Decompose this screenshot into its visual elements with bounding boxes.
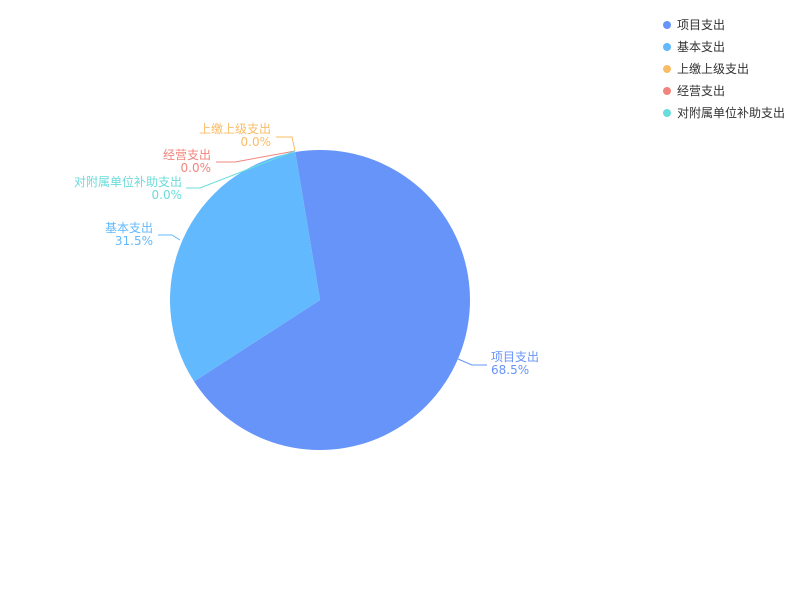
legend-marker[interactable] xyxy=(663,65,671,73)
leader-line xyxy=(457,358,487,366)
slice-label: 经营支出 xyxy=(163,148,211,162)
value-label: 0.0% xyxy=(152,188,183,202)
legend-label[interactable]: 项目支出 xyxy=(677,18,725,32)
legend-marker[interactable] xyxy=(663,21,671,29)
legend-label[interactable]: 对附属单位补助支出 xyxy=(677,105,785,120)
value-label: 31.5% xyxy=(115,234,153,248)
leader-line xyxy=(158,234,181,241)
leader-line xyxy=(186,150,296,189)
legend-marker[interactable] xyxy=(663,109,671,117)
value-label: 0.0% xyxy=(241,135,272,149)
legend-label[interactable]: 基本支出 xyxy=(677,40,725,54)
slice-label: 对附属单位补助支出 xyxy=(74,174,182,189)
pie-slice xyxy=(194,150,471,450)
legend-label[interactable]: 上缴上级支出 xyxy=(677,61,749,76)
value-label: 68.5% xyxy=(491,363,529,377)
legend-marker[interactable] xyxy=(663,43,671,51)
pie-slice xyxy=(170,152,320,382)
slice-label: 上缴上级支出 xyxy=(199,121,271,136)
legend-marker[interactable] xyxy=(663,87,671,95)
legend-label[interactable]: 经营支出 xyxy=(677,84,725,98)
leader-line xyxy=(276,136,296,152)
leader-line xyxy=(216,150,296,163)
slice-label: 项目支出 xyxy=(491,350,539,364)
slice-label: 基本支出 xyxy=(105,221,153,235)
value-label: 0.0% xyxy=(181,161,212,175)
